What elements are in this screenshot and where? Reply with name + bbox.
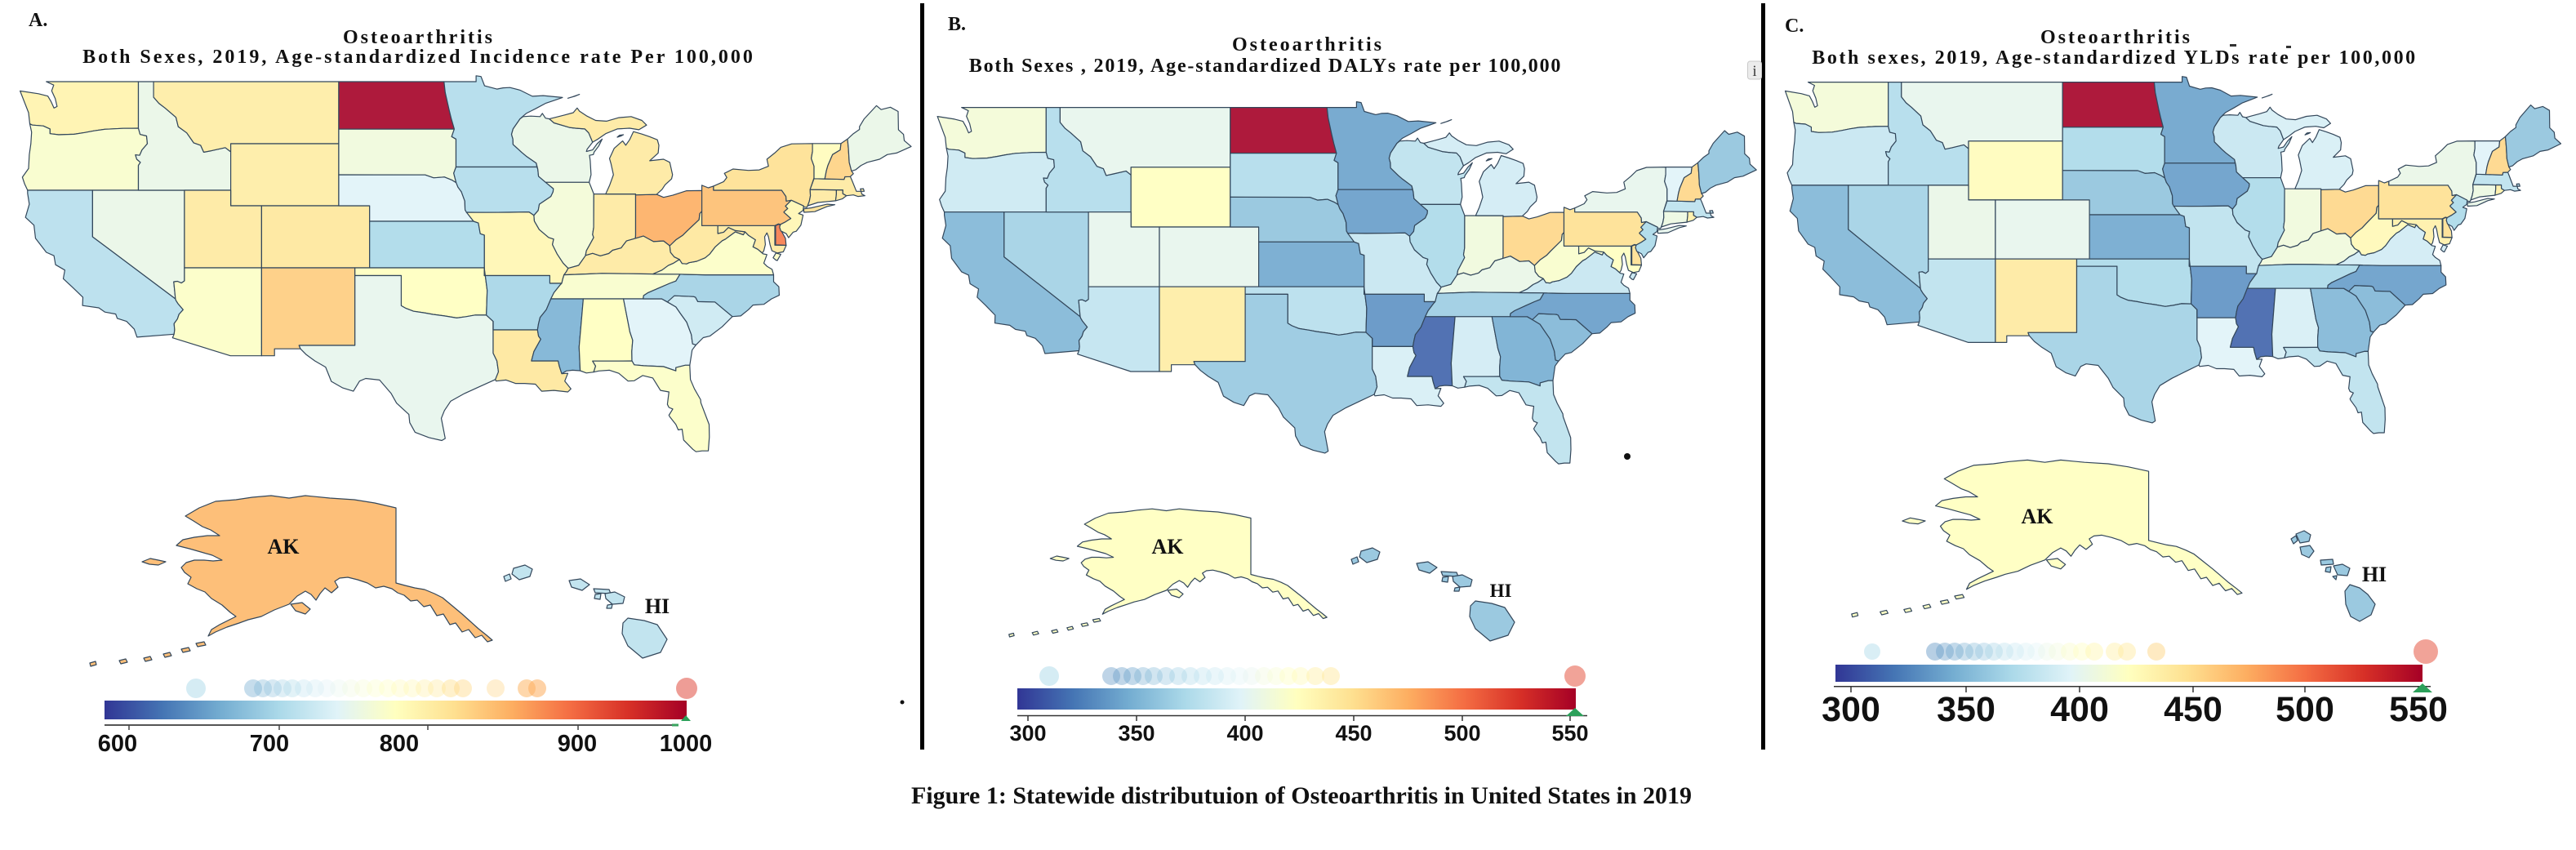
svg-text:i: i — [1752, 63, 1756, 80]
